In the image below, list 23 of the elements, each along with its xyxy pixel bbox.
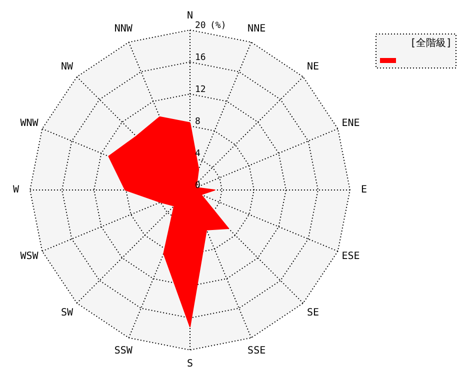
spoke-label: SSW (114, 345, 134, 356)
spoke-label: WSW (20, 251, 40, 262)
spoke-label: SW (60, 308, 74, 319)
spoke-label: SE (307, 308, 320, 319)
spoke-label: SSE (248, 345, 266, 356)
spoke-label: N (186, 10, 194, 22)
spoke-label: NE (307, 61, 320, 72)
spoke-label: NNE (248, 24, 266, 35)
spoke-label: NNW (114, 24, 134, 35)
spoke-label: W (12, 184, 20, 196)
spoke-label: E (360, 184, 368, 196)
spoke-label: NW (60, 61, 74, 72)
y-tick-label: 12 (195, 85, 206, 95)
spoke-label: S (186, 358, 194, 370)
y-tick-label: 0 (195, 181, 200, 191)
y-tick-label: 20 (195, 21, 206, 31)
text: (%) (210, 21, 226, 31)
spoke-label: WNW (20, 118, 40, 129)
spoke-label: ESE (342, 251, 360, 262)
spoke-label: ENE (342, 118, 360, 129)
y-tick-label: 8 (195, 117, 200, 127)
text: [全階級] (410, 37, 452, 49)
y-tick-label: 16 (195, 53, 206, 63)
